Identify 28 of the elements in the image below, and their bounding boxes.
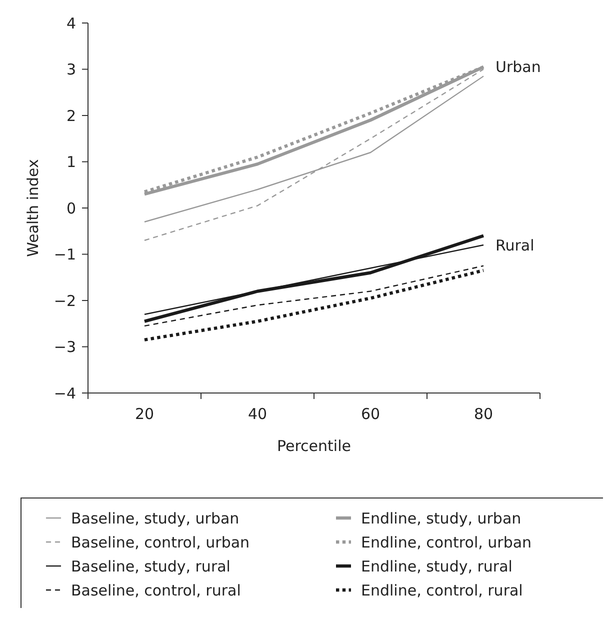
y-tick-label: 3 (66, 60, 76, 78)
legend-label: Baseline, control, rural (71, 581, 241, 600)
y-tick-label: 4 (66, 14, 76, 32)
x-tick-label: 80 (474, 405, 494, 423)
y-tick-label: 0 (66, 199, 76, 218)
legend-label: Baseline, control, urban (71, 533, 250, 552)
y-tick-label: −4 (54, 384, 76, 402)
annotation: Urban (496, 58, 541, 76)
legend-label: Endline, control, rural (361, 581, 523, 600)
line-series (142, 234, 486, 323)
annotation: Rural (496, 236, 534, 254)
x-tick-label: 40 (248, 405, 268, 423)
line-series (142, 268, 486, 342)
legend-label: Endline, study, rural (361, 557, 512, 576)
y-tick-label: 2 (66, 106, 76, 125)
legend-label: Endline, control, urban (361, 533, 532, 552)
legend-label: Baseline, study, urban (71, 509, 240, 528)
x-tick-label: 20 (134, 405, 154, 423)
y-tick-label: −1 (54, 246, 76, 264)
y-axis-title: Wealth index (24, 159, 42, 257)
y-tick-label: −2 (54, 292, 76, 310)
y-tick-label: 1 (66, 153, 76, 171)
x-axis-title: Percentile (276, 437, 352, 455)
legend-label: Baseline, study, rural (71, 557, 230, 576)
line-series (144, 265, 484, 327)
legend-label: Endline, study, urban (361, 509, 522, 528)
y-tick-label: −3 (54, 338, 76, 356)
x-tick-label: 60 (360, 405, 380, 423)
